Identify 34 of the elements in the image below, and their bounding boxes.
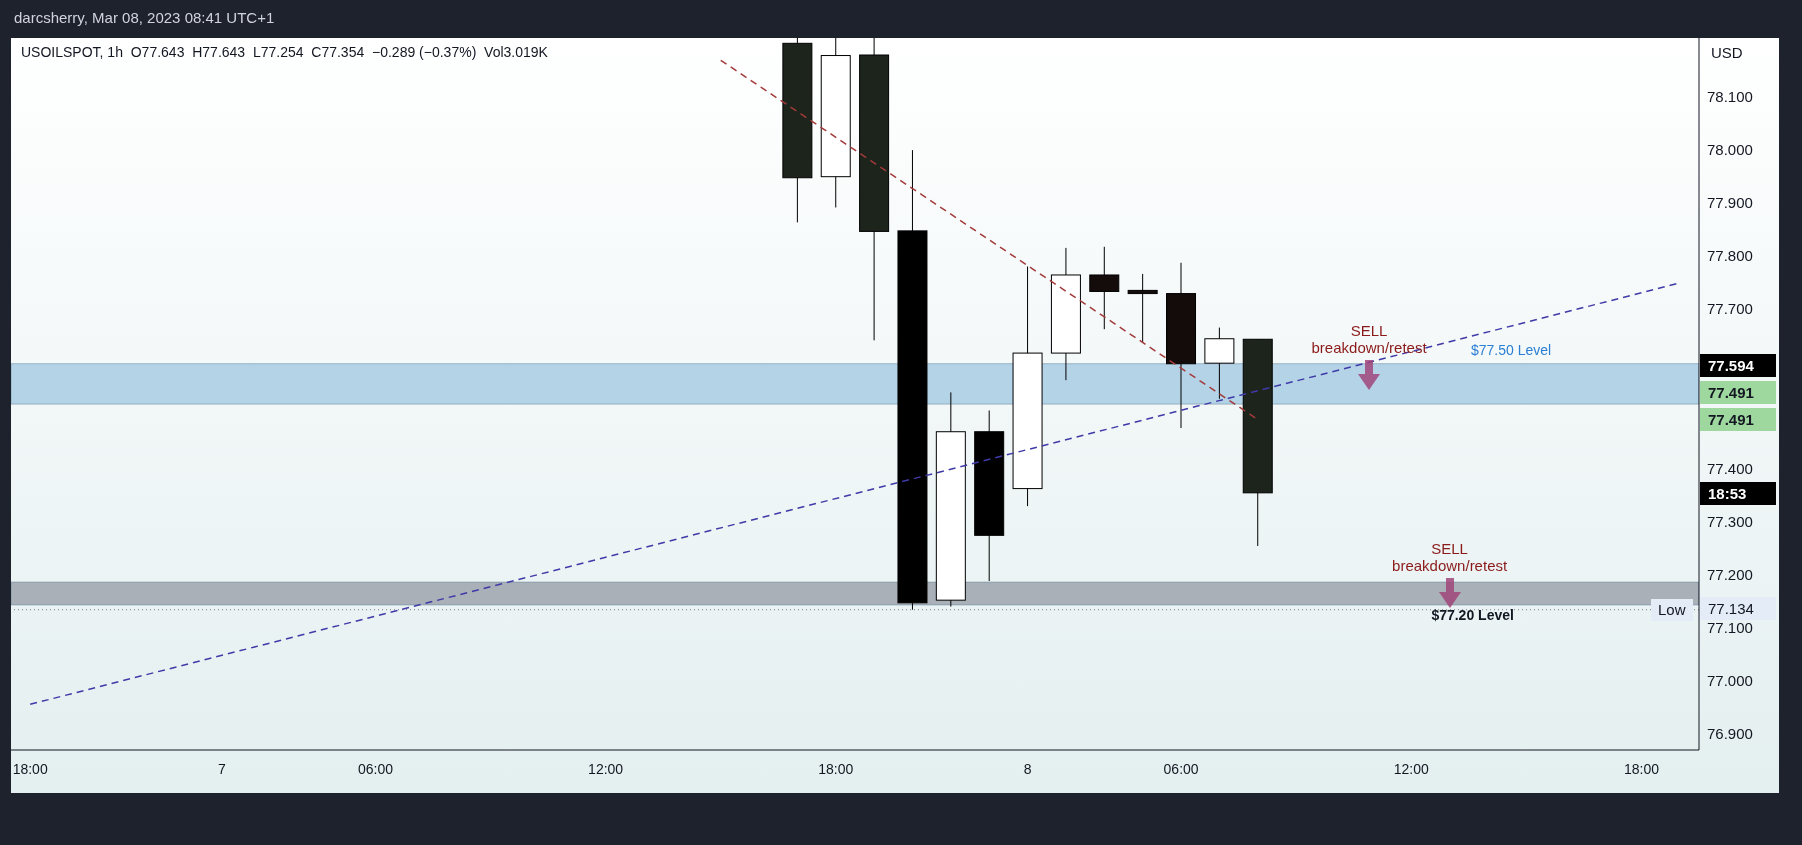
y-tick-label: 77.700: [1707, 300, 1753, 318]
band-label: $77.20 Level: [1430, 606, 1515, 623]
text: 77.491: [1700, 408, 1776, 431]
y-axis-title: USD: [1711, 44, 1743, 61]
y-tick-label: 78.100: [1707, 87, 1753, 105]
band-label: $77.50 Level: [1469, 341, 1553, 358]
x-tick-label: 06:00: [1163, 761, 1199, 777]
y-tick-label: 77.800: [1707, 247, 1753, 265]
x-tick-label: 12:00: [1393, 761, 1429, 777]
text: USOILSPOT, 1h O77.643 H77.643 L77.254 C77.354 −0.289 (−0.37%) Vol3.019K: [21, 44, 548, 60]
x-tick-label: 18:00: [1623, 761, 1660, 777]
candlestick: [1127, 273, 1158, 344]
text: 77.134: [1700, 597, 1776, 620]
chart-subtitle: darcsherry, Mar 08, 2023 08:41 UTC+1: [14, 9, 275, 26]
ref-line-label: Low: [1651, 598, 1693, 621]
text: 77.594: [1700, 354, 1776, 377]
y-tick-label: 76.900: [1707, 725, 1753, 743]
x-tick-label: 18:00: [818, 761, 854, 777]
y-tick-label: 77.900: [1707, 194, 1753, 212]
y-tick-label: 77.000: [1707, 672, 1753, 690]
x-tick-label: 8: [1023, 761, 1032, 777]
y-tick-label: 77.200: [1707, 565, 1753, 583]
x-tick-label: 12:00: [588, 761, 624, 777]
annotation: SELL breakdown/retest: [1310, 321, 1428, 356]
x-tick-label: 18:00: [12, 761, 48, 777]
y-tick-label: 78.000: [1707, 140, 1753, 158]
y-tick-label: 77.300: [1707, 512, 1753, 530]
text: 77.491: [1700, 381, 1776, 404]
y-tick-label: 77.100: [1707, 619, 1753, 637]
annotation: SELL breakdown/retest: [1391, 540, 1509, 575]
y-tick-label: 77.400: [1707, 459, 1753, 477]
x-tick-label: 7: [218, 761, 227, 777]
x-tick-label: 06:00: [357, 761, 394, 777]
text: 18:53: [1700, 482, 1776, 505]
